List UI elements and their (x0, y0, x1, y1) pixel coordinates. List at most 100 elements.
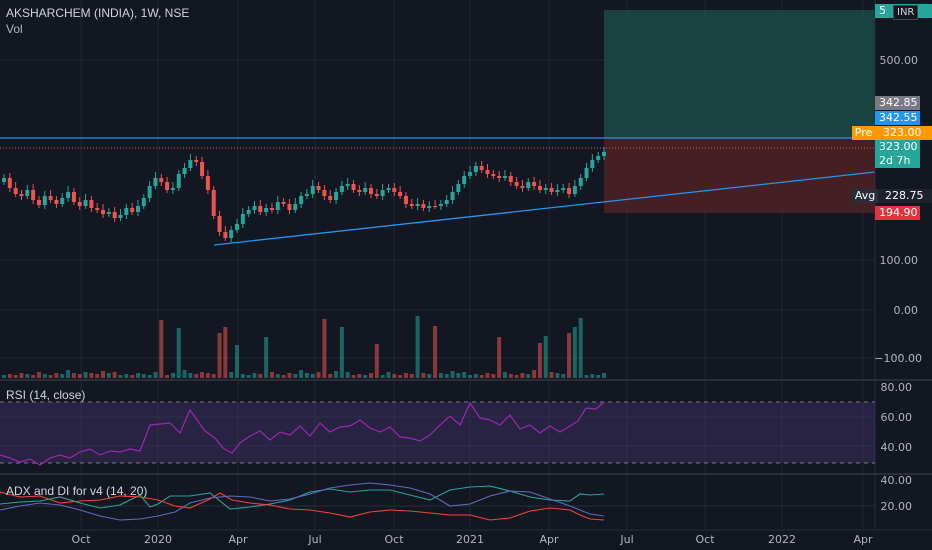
adx-tick: 40.00 (881, 474, 913, 487)
volume-label[interactable]: Vol (6, 22, 23, 36)
volume-bar (170, 373, 175, 378)
volume-bar (141, 374, 146, 378)
currency-button[interactable]: INR (893, 5, 919, 20)
candle-body (584, 168, 589, 178)
candle-body (246, 210, 251, 214)
volume-bar (7, 374, 12, 378)
volume-bar (176, 328, 181, 378)
volume-bar (229, 372, 234, 378)
volume-bar (118, 375, 123, 378)
candle-body (141, 198, 146, 206)
adx-title[interactable]: ADX and DI for v4 (14, 20) (6, 484, 148, 498)
volume-bar (188, 373, 193, 378)
time-label: Apr (539, 533, 559, 546)
volume-bar (508, 374, 513, 378)
volume-bar (83, 372, 88, 378)
volume-bar (293, 374, 298, 378)
price-tick: 100.00 (880, 254, 919, 267)
volume-bar (240, 374, 245, 378)
candle-body (25, 190, 30, 196)
candle-body (549, 188, 554, 192)
candle-body (514, 182, 519, 186)
candle-body (473, 166, 478, 172)
candle-body (264, 208, 269, 212)
symbol-title[interactable]: AKSHARCHEM (INDIA), 1W, NSE (6, 6, 190, 20)
candle-body (130, 208, 135, 212)
volume-bar (13, 375, 18, 378)
volume-bar (386, 372, 391, 378)
volume-bar (537, 343, 542, 378)
time-label: Jul (619, 533, 633, 546)
adx-tick: 20.00 (881, 500, 913, 513)
target-zone[interactable] (604, 10, 875, 138)
candle-body (468, 172, 473, 176)
volume-bar (590, 374, 595, 378)
volume-bar (194, 374, 199, 378)
volume-bar (281, 375, 286, 378)
candle-body (596, 156, 601, 160)
candle-body (316, 186, 321, 190)
volume-bar (235, 345, 240, 378)
rsi-line[interactable] (0, 401, 605, 466)
volume-bar (339, 327, 344, 378)
volume-bar (275, 374, 280, 378)
candle-body (240, 214, 245, 224)
candle-body (374, 194, 379, 196)
volume-bar (258, 374, 263, 378)
candle-body (153, 178, 158, 186)
candle-body (334, 192, 339, 200)
volume-bar (310, 374, 315, 378)
candle-body (54, 200, 59, 204)
adx-line[interactable] (0, 482, 605, 521)
volume-bar (223, 327, 228, 378)
volume-bar (328, 374, 333, 378)
volume-bar (363, 375, 368, 378)
candle-body (269, 208, 274, 210)
candle-body (450, 192, 455, 200)
volume-bar (112, 372, 117, 378)
volume-series (2, 316, 606, 378)
candle-body (299, 196, 304, 204)
volume-bar (299, 370, 304, 378)
ascending-trendline[interactable] (213, 171, 876, 246)
rsi-title[interactable]: RSI (14, close) (6, 388, 86, 402)
candle-body (147, 186, 152, 198)
candle-body (398, 192, 403, 196)
candle-body (532, 182, 537, 186)
volume-bar (415, 316, 420, 378)
volume-bar (334, 371, 339, 378)
volume-bar (473, 374, 478, 378)
volume-bar (42, 374, 47, 378)
candle-body (293, 204, 298, 210)
volume-bar (217, 333, 222, 378)
volume-bar (252, 373, 257, 378)
volume-bar (374, 344, 379, 378)
time-label: 2020 (144, 533, 172, 546)
volume-bar (205, 373, 210, 378)
volume-bar (357, 374, 362, 378)
volume-bar (211, 374, 216, 378)
premarket-value: 323.00 (883, 126, 922, 139)
candle-body (537, 186, 542, 190)
candle-body (409, 204, 414, 206)
price-tick: 500.00 (880, 54, 919, 67)
candle-body (211, 190, 216, 216)
top-price-stub: 5 (879, 4, 886, 17)
volume-bar (485, 373, 490, 378)
rsi-tick: 80.00 (881, 381, 913, 394)
di-minus-line[interactable] (0, 491, 605, 521)
volume-bar (392, 374, 397, 378)
candle-body (60, 198, 65, 204)
candle-body (491, 174, 496, 176)
volume-bar (555, 373, 560, 378)
candle-body (200, 162, 205, 176)
time-label: Apr (853, 533, 873, 546)
stop-zone[interactable] (604, 138, 875, 213)
volume-bar (345, 372, 350, 378)
candle-body (578, 178, 583, 186)
candle-body (310, 186, 315, 194)
volume-bar (89, 373, 94, 378)
